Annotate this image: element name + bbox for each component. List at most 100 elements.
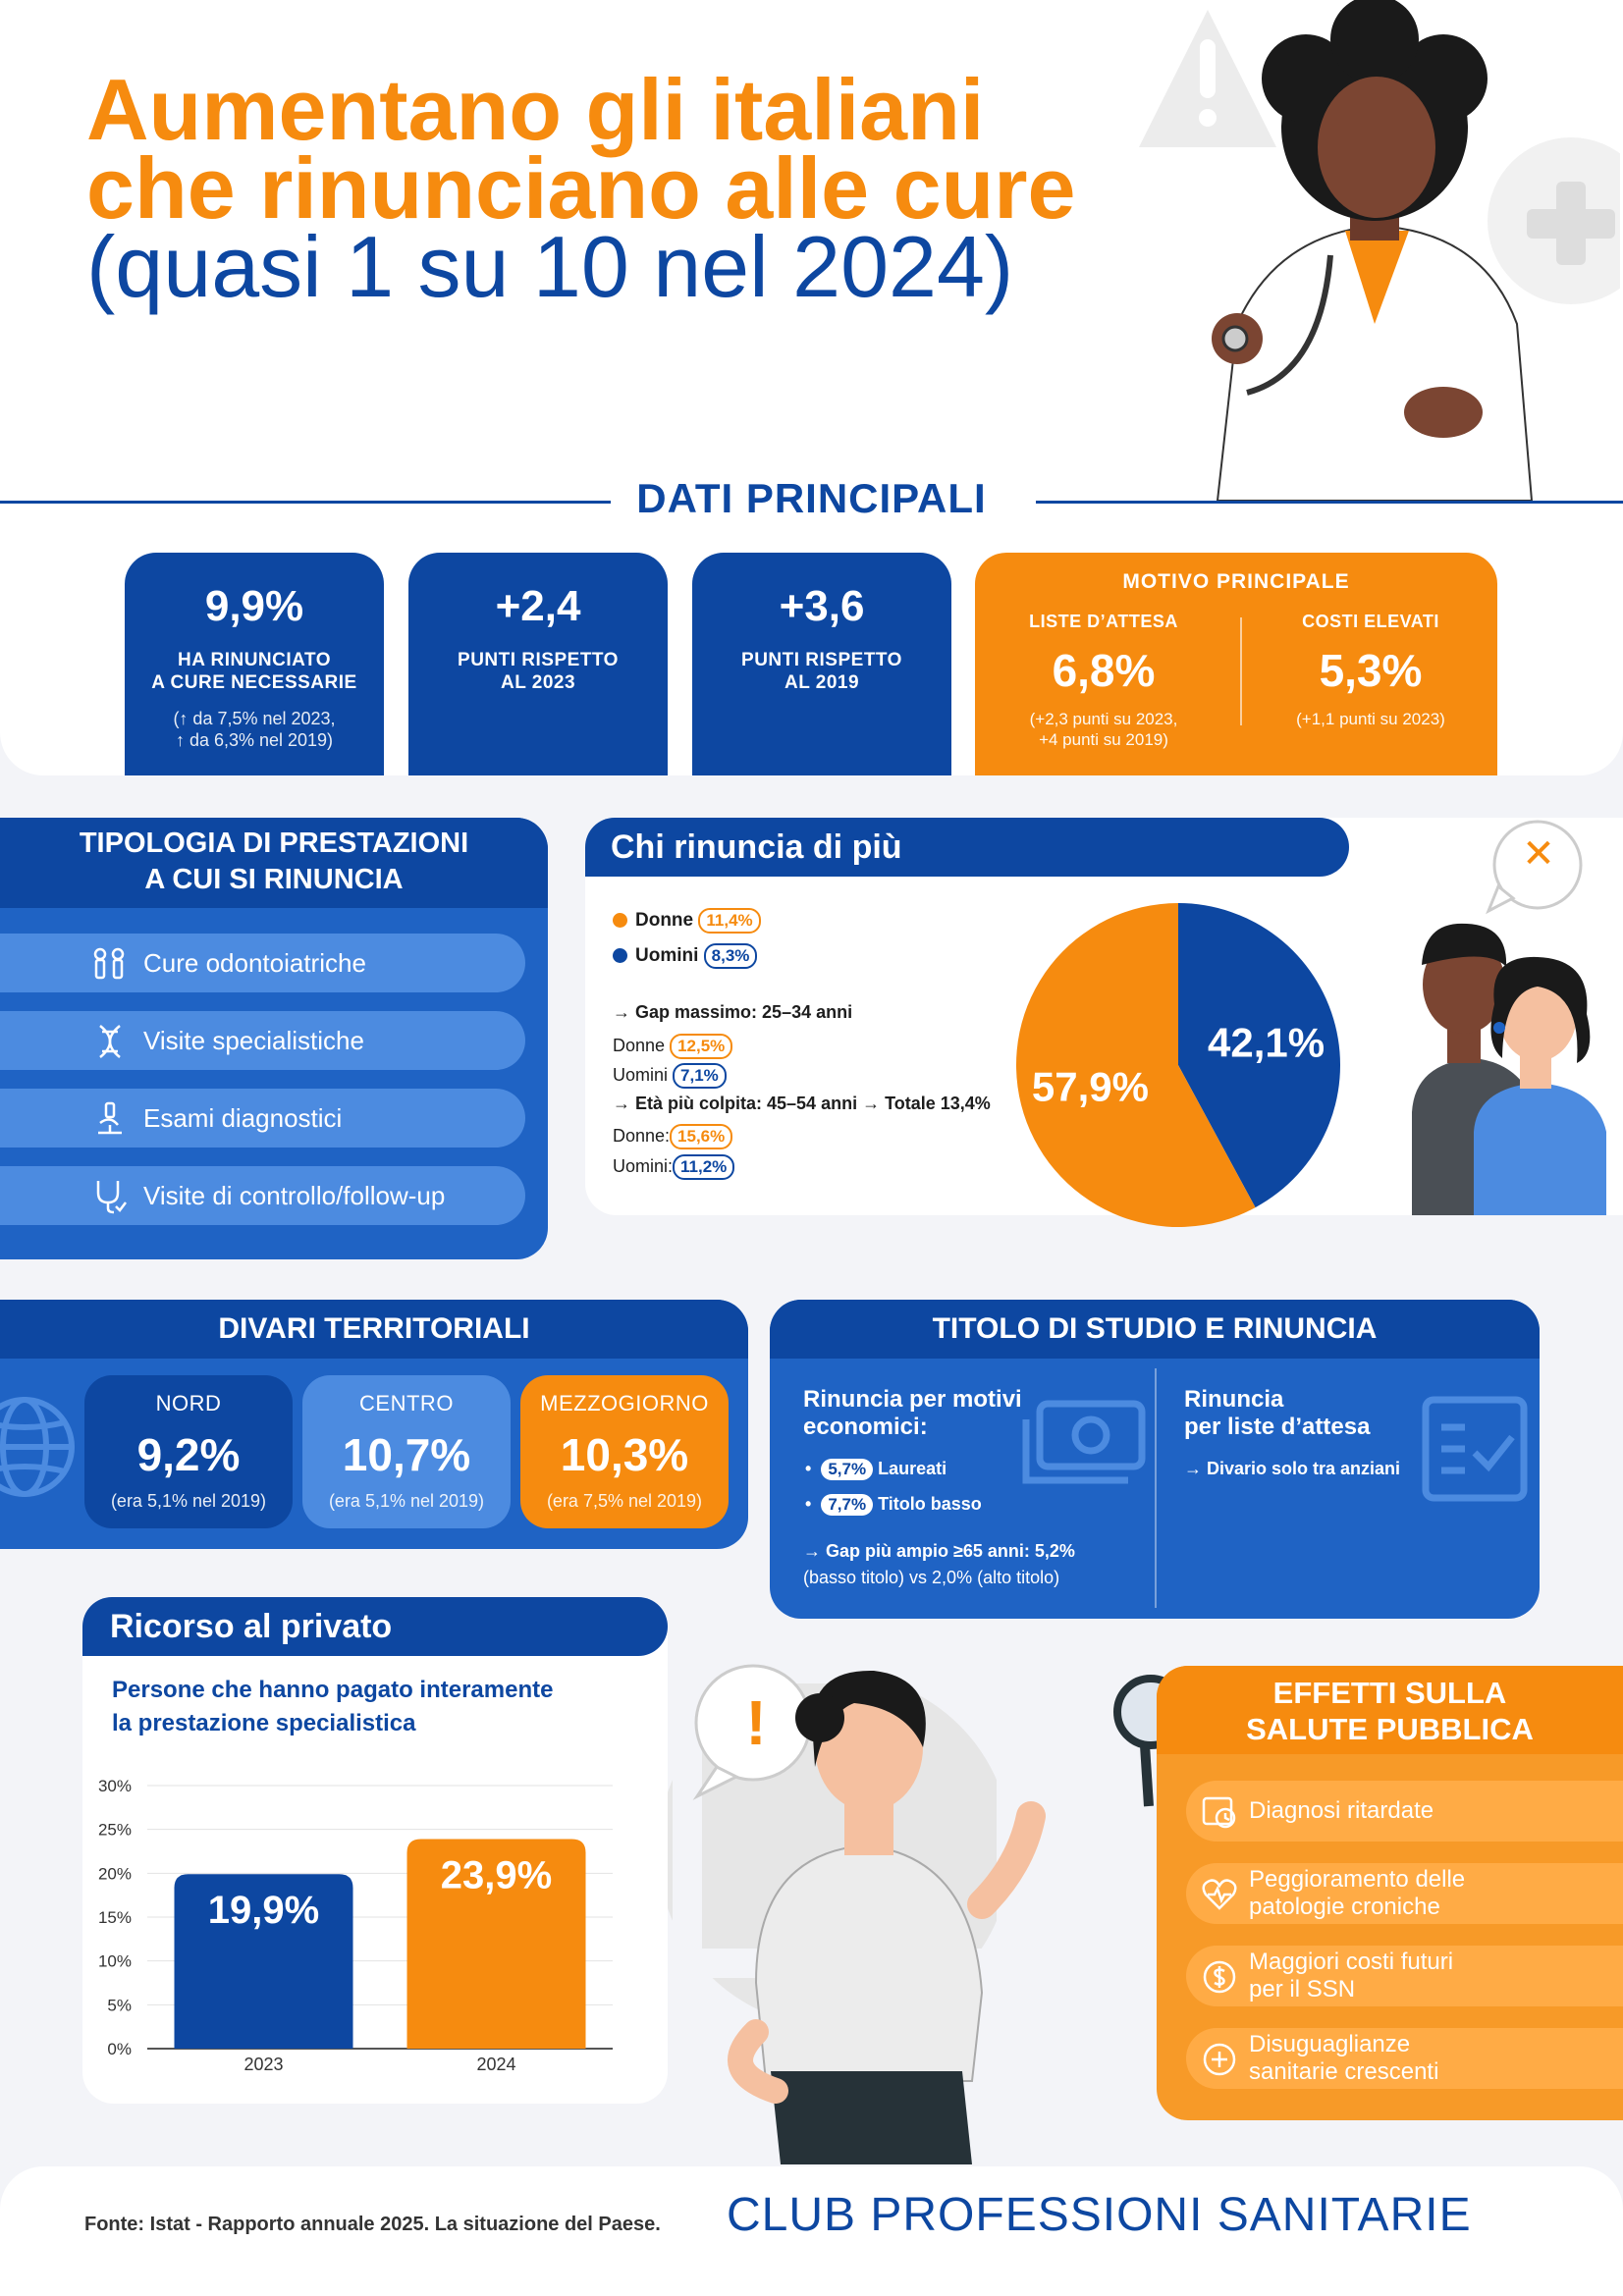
- effetto-disuguaglianze: Disuguaglianze sanitarie crescenti: [1186, 2028, 1623, 2089]
- region-card-nord: NORD 9,2% (era 5,1% nel 2019): [84, 1375, 293, 1528]
- effetto-label: Diagnosi ritardate: [1249, 1797, 1434, 1824]
- clock-check-icon: [1202, 1796, 1236, 1829]
- stat-card-rinuncia: 9,9% HA RINUNCIATO A CURE NECESSARIE (↑ d…: [125, 553, 384, 775]
- effetto-label: Disuguaglianze: [1249, 2031, 1411, 2057]
- dollar-coin-icon: [1203, 1960, 1236, 1994]
- region-value: 10,3%: [560, 1429, 689, 1480]
- money-icon: [1022, 1400, 1146, 1484]
- y-tick-label: 0%: [107, 2040, 132, 2058]
- dati-principali-header: DATI PRINCIPALI: [0, 473, 1623, 522]
- y-tick-label: 5%: [107, 1996, 132, 2014]
- stat-caption: AL 2023: [500, 672, 576, 693]
- couple-illustration: [1412, 820, 1606, 1215]
- pie-slice-donne: [1016, 903, 1256, 1227]
- studio-gap-detail: (basso titolo) vs 2,0% (alto titolo): [803, 1568, 1060, 1587]
- y-tick-label: 15%: [98, 1908, 132, 1927]
- studio-right-note: → Divario solo tra anziani: [1184, 1459, 1401, 1478]
- eta-uomini-label: Uomini:: [613, 1156, 674, 1176]
- liste-attesa-sub: +4 punti su 2019): [1039, 730, 1168, 749]
- heart-pulse-icon: [1202, 1879, 1237, 1910]
- tipologia-item-esami: Esami diagnostici: [0, 1089, 525, 1148]
- privato-panel: Ricorso al privato Persone che hanno pag…: [82, 1597, 668, 2104]
- legend-value: 8,3%: [703, 943, 758, 969]
- pie-label-donne: 57,9%: [1032, 1064, 1149, 1110]
- x-tick-label: 2024: [476, 2055, 515, 2074]
- eta-uomini: Uomini: 11,2%: [613, 1154, 735, 1180]
- close-icon: ✕: [1522, 832, 1555, 876]
- divari-panel: DIVARI TERRITORIALI NORD 9,2% (era 5,1% …: [0, 1300, 748, 1549]
- effetti-panel: EFFETTI SULLA SALUTE PUBBLICA Diagnosi r…: [1157, 1666, 1623, 2120]
- stat-sub: (↑ da 7,5% nel 2023,: [173, 709, 336, 728]
- x-tick-label: 2023: [243, 2055, 283, 2074]
- liste-attesa-value: 6,8%: [1052, 645, 1156, 696]
- studio-left-title: economici:: [803, 1414, 928, 1440]
- effetto-label: per il SSN: [1249, 1976, 1356, 2002]
- laureati-label: Laureati: [878, 1459, 947, 1478]
- chi-rinuncia-panel: Chi rinuncia di più Donne 11,4% Uomini 8…: [585, 818, 1623, 1227]
- titolo-basso-value: 7,7%: [821, 1494, 874, 1516]
- microscope-icon: [98, 1101, 122, 1135]
- chi-rinuncia-title: Chi rinuncia di più: [585, 818, 1349, 877]
- legend-dot: [613, 913, 627, 929]
- tipologia-item-label: Esami diagnostici: [143, 1103, 343, 1133]
- stat-card-2023: +2,4 PUNTI RISPETTO AL 2023: [408, 553, 668, 775]
- dati-principali-title: DATI PRINCIPALI: [636, 475, 987, 521]
- studio-divider: [1155, 1368, 1157, 1608]
- tipologia-item-specialistiche: Visite specialistiche: [0, 1011, 525, 1070]
- stat-caption: A CURE NECESSARIE: [151, 672, 357, 693]
- gap-donne: Donne 12,5%: [613, 1034, 733, 1059]
- studio-left-title: Rinuncia per motivi: [803, 1386, 1022, 1413]
- bar-value-label: 19,9%: [208, 1889, 319, 1932]
- footer: Fonte: Istat - Rapporto annuale 2025. La…: [0, 2166, 1623, 2296]
- privato-subtitle-line: Persone che hanno pagato interamente: [112, 1677, 554, 1703]
- region-name: NORD: [155, 1391, 222, 1415]
- globe-icon: [0, 1397, 75, 1497]
- liste-attesa-sub: (+2,3 punti su 2023,: [1029, 710, 1178, 728]
- laureati-value: 5,7%: [821, 1459, 874, 1480]
- eta-donne-value: 15,6%: [670, 1124, 733, 1149]
- region-sub: (era 5,1% nel 2019): [328, 1491, 485, 1511]
- pie-slice-uomini: [1178, 903, 1340, 1208]
- page-title: Aumentano gli italiani che rinunciano al…: [86, 61, 1076, 310]
- alert-icon: !: [745, 1687, 767, 1758]
- laureati-row: • 5,7% Laureati: [805, 1459, 947, 1480]
- legend-donne: Donne 11,4%: [613, 908, 761, 934]
- legend-label: Donne: [635, 910, 694, 931]
- region-value: 9,2%: [136, 1429, 241, 1480]
- studio-right-title: Rinuncia: [1184, 1386, 1284, 1413]
- privato-subtitle: Persone che hanno pagato interamente la …: [112, 1674, 553, 1740]
- y-tick-label: 20%: [98, 1864, 132, 1883]
- region-sub: (era 5,1% nel 2019): [110, 1491, 267, 1511]
- effetto-costi: Maggiori costi futuri per il SSN: [1186, 1946, 1623, 2006]
- legend-uomini: Uomini 8,3%: [613, 943, 758, 969]
- stat-value: 9,9%: [204, 582, 304, 630]
- costi-elevati-label: COSTI ELEVATI: [1302, 612, 1439, 631]
- title-line-2: che rinunciano alle cure: [86, 139, 1076, 237]
- stat-caption: PUNTI RISPETTO: [458, 650, 619, 670]
- stat-value: +3,6: [779, 582, 865, 630]
- costi-elevati-value: 5,3%: [1319, 645, 1423, 696]
- bar-chart: 0% 5% 10% 15% 20% 25% 30% 19,9% 2023 23,9% 2024: [98, 1777, 613, 2074]
- titolo-studio-panel: TITOLO DI STUDIO E RINUNCIA Rinuncia per…: [770, 1300, 1540, 1619]
- eta-donne-label: Donne:: [613, 1126, 671, 1146]
- stat-card-2019: +3,6 PUNTI RISPETTO AL 2019: [692, 553, 951, 775]
- doctor-illustration: [1139, 0, 1620, 501]
- footer-source: Fonte: Istat - Rapporto annuale 2025. La…: [84, 2214, 661, 2235]
- stat-caption: PUNTI RISPETTO: [741, 650, 902, 670]
- divari-title: DIVARI TERRITORIALI: [0, 1300, 748, 1359]
- region-name: MEZZOGIORNO: [540, 1391, 709, 1415]
- dna-icon: [99, 1025, 121, 1058]
- gap-uomini-label: Uomini: [613, 1065, 669, 1085]
- pie-label-uomini: 42,1%: [1208, 1019, 1325, 1065]
- bar-value-label: 23,9%: [441, 1853, 552, 1896]
- title-line-1: Aumentano gli italiani: [86, 61, 985, 158]
- tipologia-item-label: Visite specialistiche: [143, 1026, 364, 1055]
- studio-gap: → Gap più ampio ≥65 anni: 5,2%: [803, 1541, 1075, 1561]
- stat-caption: AL 2019: [784, 672, 860, 693]
- liste-attesa-label: LISTE D’ATTESA: [1029, 612, 1178, 631]
- gap-uomini: Uomini 7,1%: [613, 1063, 727, 1089]
- eta-donne: Donne: 15,6%: [613, 1124, 733, 1149]
- motivo-title: MOTIVO PRINCIPALE: [1122, 570, 1350, 593]
- gap-donne-label: Donne: [613, 1036, 666, 1055]
- effetto-diagnosi: Diagnosi ritardate: [1186, 1781, 1623, 1842]
